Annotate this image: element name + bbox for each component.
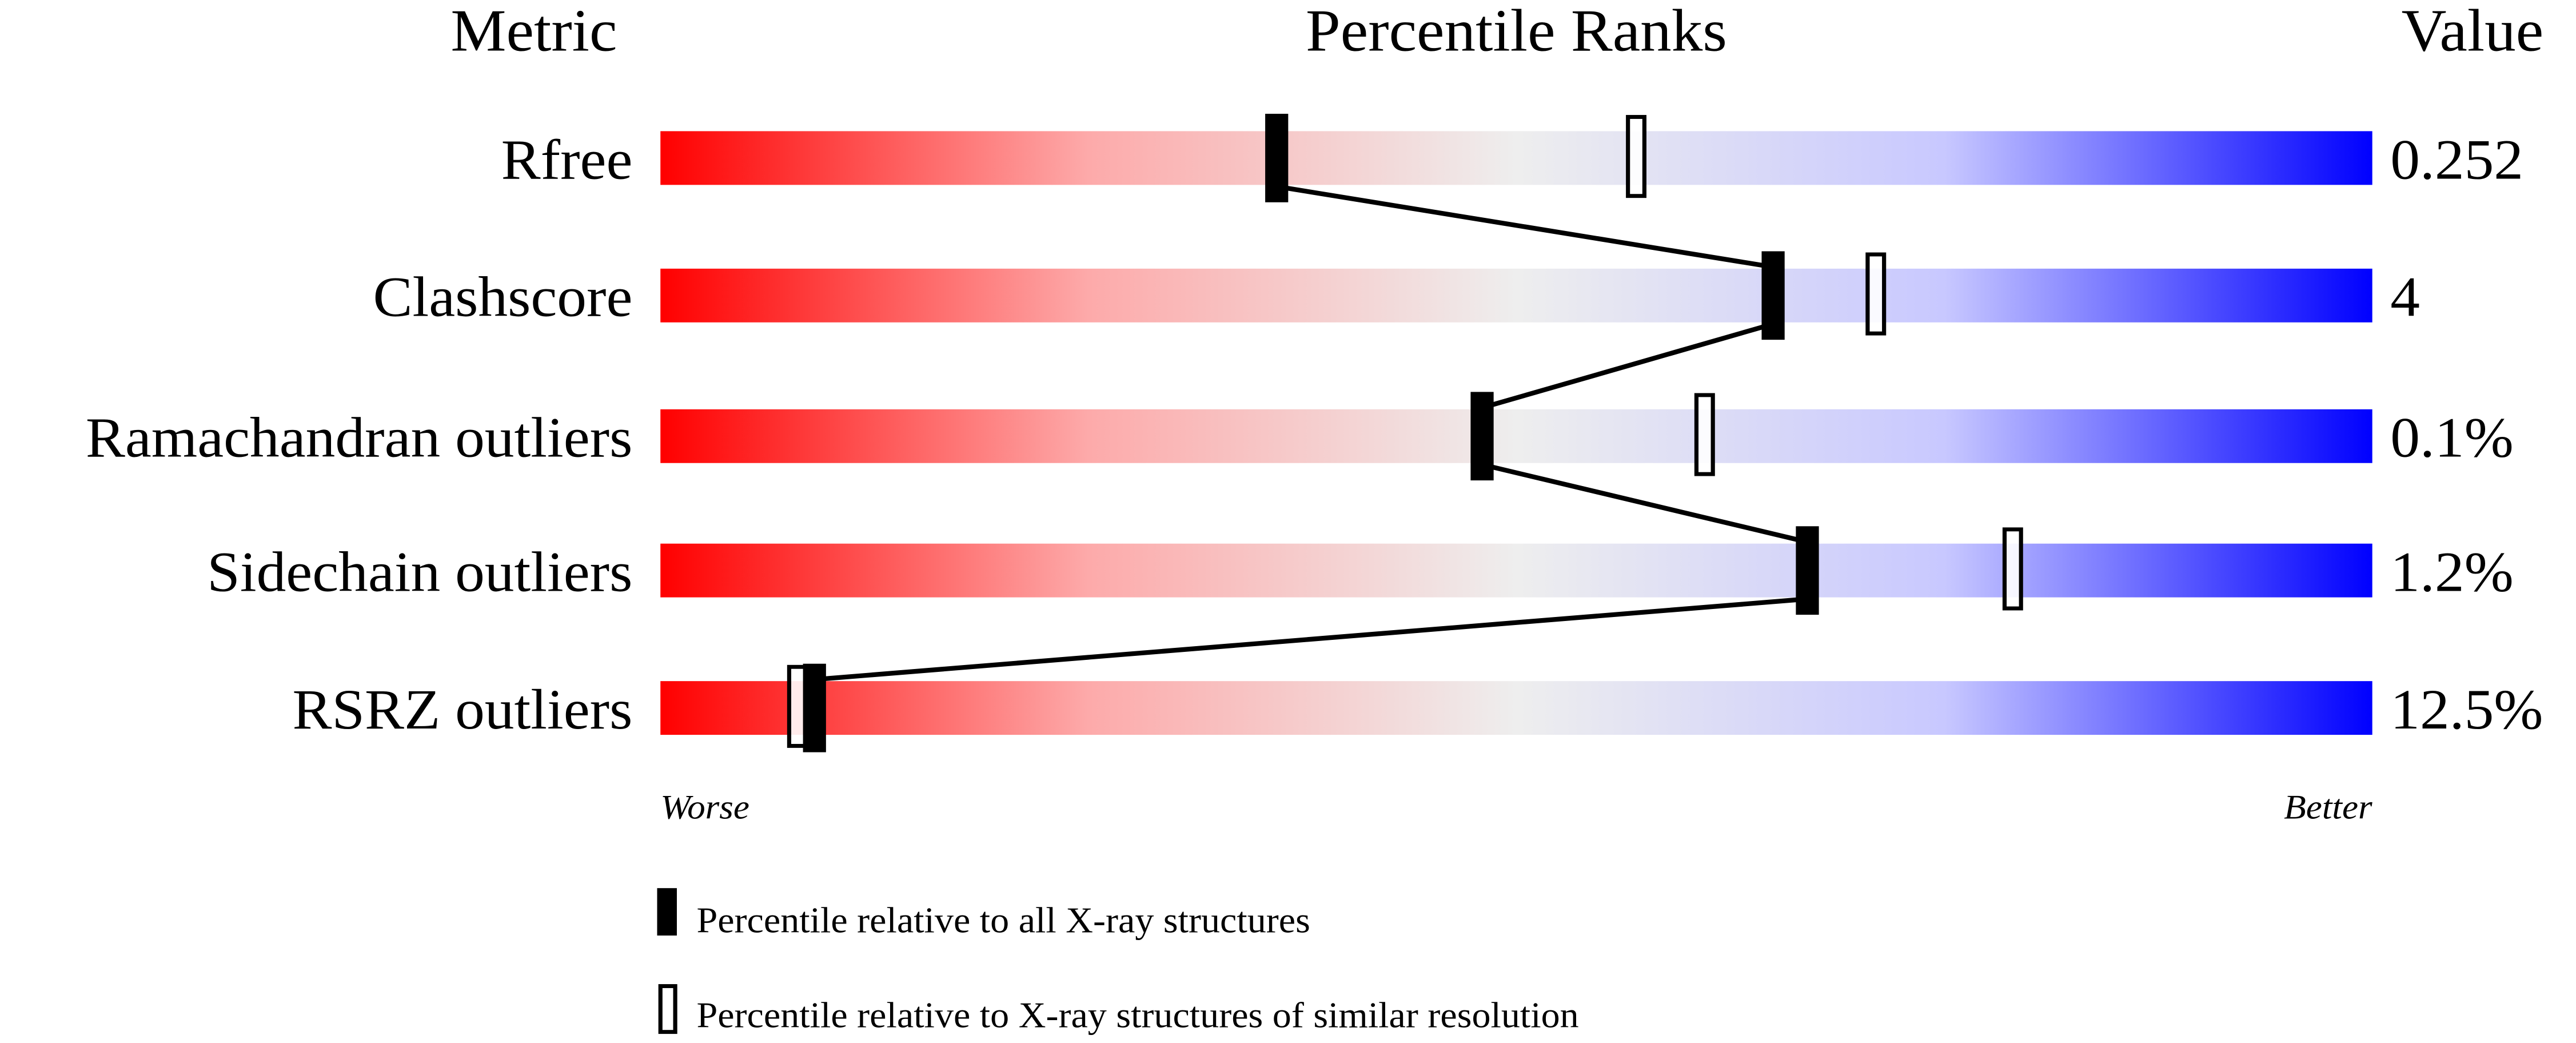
metric-row: Sidechain outliers 1.2% <box>207 540 2513 603</box>
metric-label: Ramachandran outliers <box>86 406 633 469</box>
metric-row: Ramachandran outliers 0.1% <box>86 406 2514 469</box>
metric-value: 0.252 <box>2390 128 2523 191</box>
header-value: Value <box>2402 0 2544 64</box>
all-structures-marker <box>1265 113 1289 202</box>
better-label: Better <box>2284 789 2372 827</box>
similar-resolution-marker <box>1865 252 1887 336</box>
percentile-bar <box>660 681 2372 735</box>
percentile-bar <box>660 131 2372 185</box>
similar-resolution-marker <box>2002 527 2023 611</box>
percentile-bar <box>660 409 2372 463</box>
header-percentile-ranks: Percentile Ranks <box>1306 0 1727 64</box>
all-structures-marker <box>1796 526 1819 615</box>
metric-value: 12.5% <box>2390 678 2543 741</box>
worse-label: Worse <box>660 789 749 827</box>
metric-row: Rfree 0.252 <box>501 128 2523 191</box>
metric-row: Clashscore 4 <box>373 266 2420 329</box>
metric-label: Rfree <box>501 128 633 191</box>
legend-open-marker <box>658 984 677 1034</box>
legend-filled-label: Percentile relative to all X-ray structu… <box>696 901 1310 941</box>
metric-label: Sidechain outliers <box>207 540 632 603</box>
metric-label: RSRZ outliers <box>293 678 633 741</box>
similar-resolution-marker <box>1626 115 1647 198</box>
legend-open-label: Percentile relative to X-ray structures … <box>696 995 1578 1036</box>
percentile-bar <box>660 543 2372 598</box>
metric-value: 0.1% <box>2390 406 2513 469</box>
all-structures-marker <box>803 663 826 753</box>
header-metric: Metric <box>450 0 617 64</box>
metric-label: Clashscore <box>373 266 632 329</box>
metric-value: 4 <box>2390 266 2420 329</box>
metric-row: RSRZ outliers 12.5% <box>293 678 2543 741</box>
all-structures-marker <box>1470 392 1494 481</box>
metric-value: 1.2% <box>2390 540 2513 603</box>
legend-filled-marker <box>657 888 677 936</box>
percentile-bar <box>660 268 2372 323</box>
all-structures-marker <box>1761 251 1785 340</box>
similar-resolution-marker <box>1694 393 1715 476</box>
